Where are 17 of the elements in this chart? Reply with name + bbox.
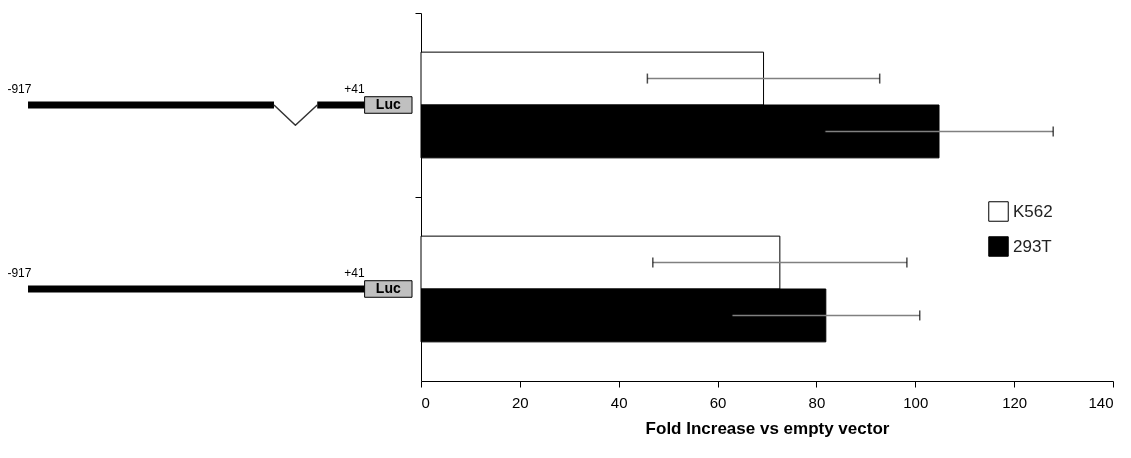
legend-label: K562 (1013, 201, 1053, 221)
text: -917 (7, 265, 32, 280)
text: Luc (375, 280, 401, 296)
x-tick-label: 0 (421, 393, 430, 411)
x-tick-label: 40 (610, 393, 628, 411)
x-tick-label: 120 (1002, 393, 1028, 411)
x-tick-label: 100 (903, 393, 929, 411)
x-tick-label: 60 (709, 393, 727, 411)
text: +41 (344, 81, 365, 96)
text: +41 (344, 265, 365, 280)
x-axis-title: Fold Increase vs empty vector (645, 418, 890, 438)
x-tick-label: 20 (512, 393, 529, 411)
legend-label: 293T (1013, 236, 1052, 256)
x-tick-label: 140 (1088, 393, 1114, 411)
x-tick-label: 80 (808, 393, 826, 411)
text: Luc (375, 96, 401, 112)
text: -917 (7, 81, 32, 96)
